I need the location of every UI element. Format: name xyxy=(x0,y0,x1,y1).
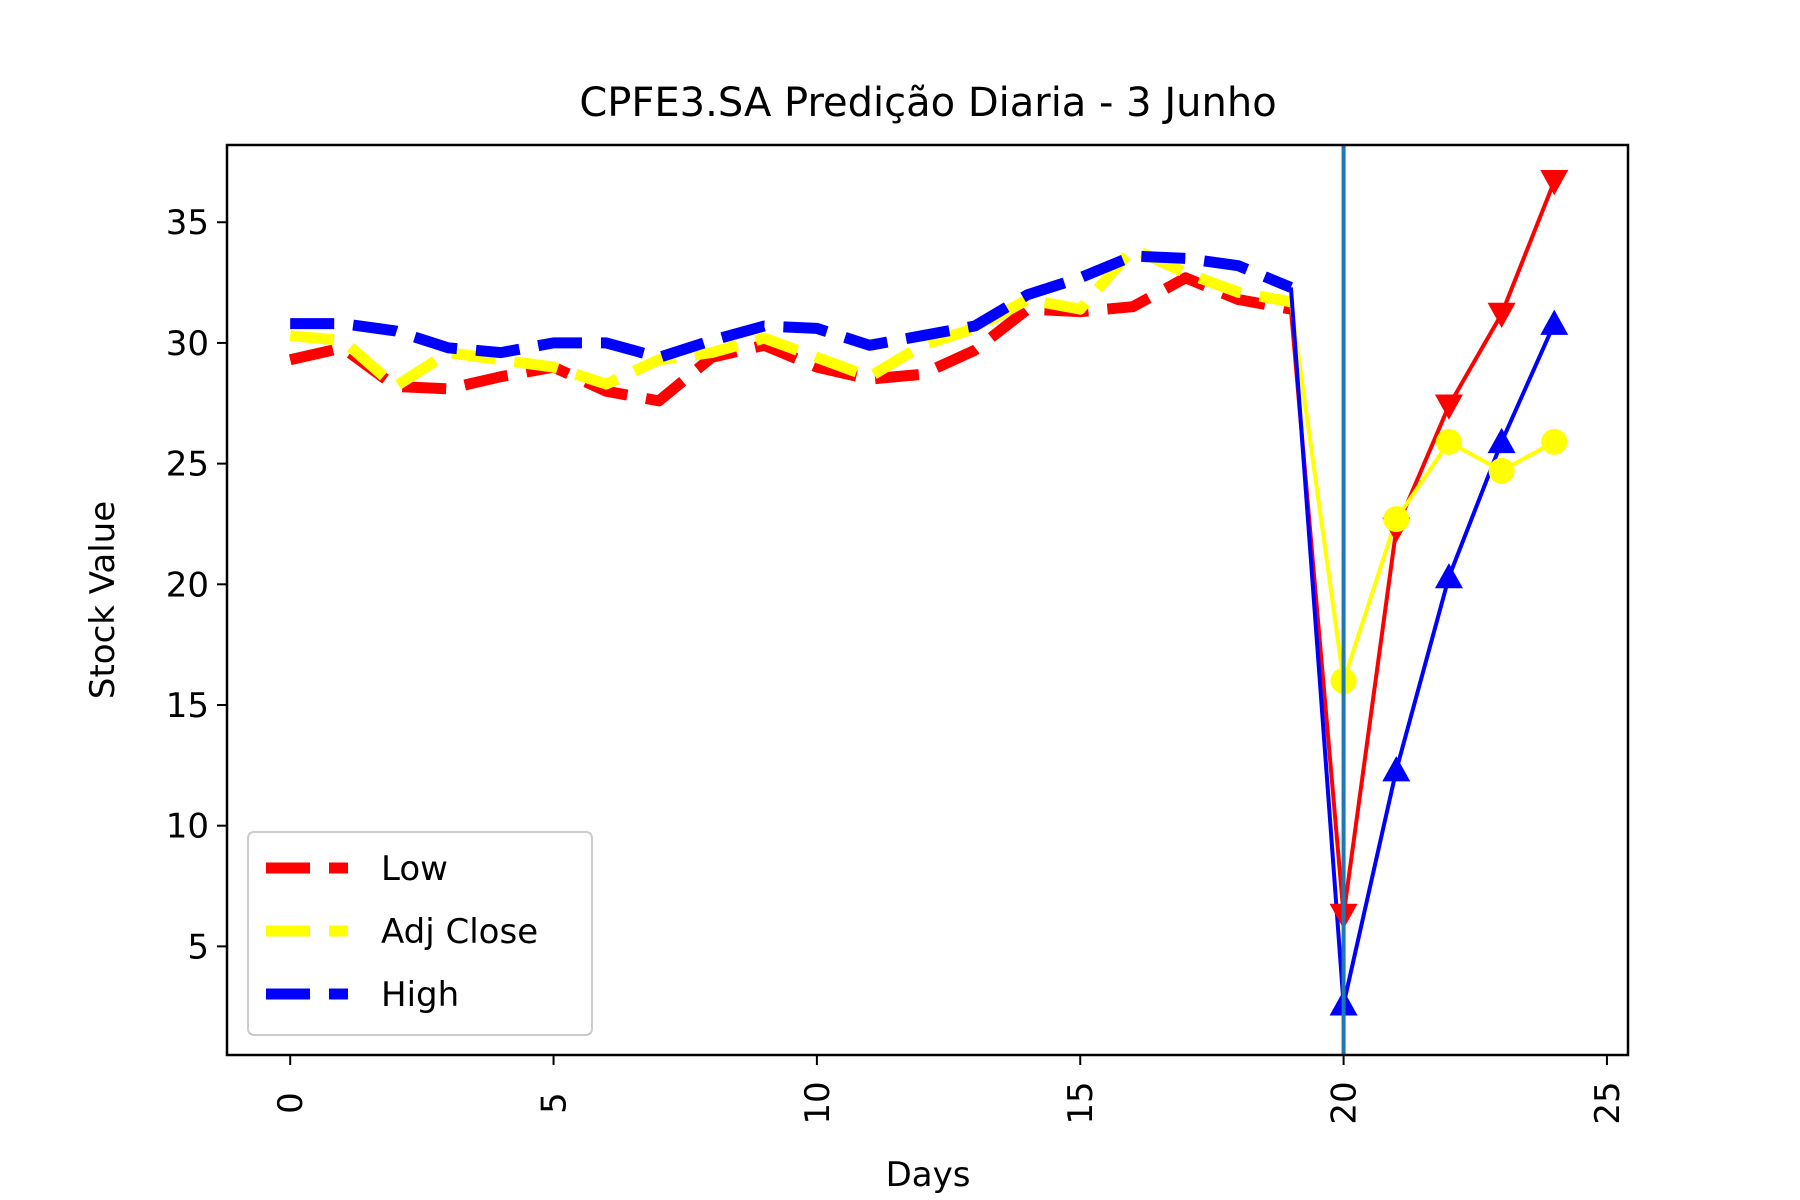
chart-title: CPFE3.SA Predição Diaria - 3 Junho xyxy=(579,80,1276,126)
point-low-23 xyxy=(1487,302,1516,328)
y-tick-label: 30 xyxy=(166,324,209,364)
plot-frame xyxy=(225,143,1630,1057)
x-tick-label: 25 xyxy=(1588,1081,1628,1124)
legend: Low Adj Close High xyxy=(247,831,593,1036)
point-high-23 xyxy=(1487,427,1516,454)
series-line-low-prediction xyxy=(1288,180,1557,917)
legend-label: High xyxy=(381,975,459,1015)
point-adj-close-24 xyxy=(1541,428,1568,455)
x-tick-label: 20 xyxy=(1325,1081,1365,1124)
point-high-21 xyxy=(1382,756,1411,782)
point-adj-close-22 xyxy=(1435,428,1462,455)
y-tick-label: 15 xyxy=(166,686,209,726)
y-tick-label: 25 xyxy=(166,445,209,485)
series-line-high-history xyxy=(290,250,1293,363)
series-line-adj-close-history xyxy=(289,243,1292,392)
point-low-22 xyxy=(1434,394,1463,420)
y-axis-label: Stock Value xyxy=(83,501,123,699)
x-axis-label: Days xyxy=(886,1155,971,1195)
point-low-24 xyxy=(1540,170,1569,196)
y-tick-label: 35 xyxy=(166,203,209,243)
x-tick-label: 0 xyxy=(271,1092,311,1114)
point-adj-close-23 xyxy=(1488,457,1515,484)
x-tick-label: 15 xyxy=(1061,1081,1101,1124)
series-line-high-prediction xyxy=(1288,287,1557,1007)
plot-area xyxy=(288,145,1569,1055)
y-tick-label: 10 xyxy=(166,807,209,847)
x-tick-label: 10 xyxy=(798,1081,838,1124)
x-tick-label: 5 xyxy=(535,1092,575,1114)
point-high-22 xyxy=(1434,563,1463,589)
y-tick-label: 20 xyxy=(166,565,209,605)
y-tick-label: 5 xyxy=(187,927,209,967)
legend-label: Low xyxy=(381,849,448,889)
point-high-24 xyxy=(1540,309,1569,335)
legend-box xyxy=(247,831,593,1036)
y-axis: 5 10 15 20 25 30 35 xyxy=(166,203,227,967)
point-adj-close-21 xyxy=(1383,506,1410,533)
legend-label: Adj Close xyxy=(381,912,538,952)
series-line-low-history xyxy=(288,272,1292,407)
x-axis: 0 5 10 15 20 25 xyxy=(271,1055,1628,1125)
